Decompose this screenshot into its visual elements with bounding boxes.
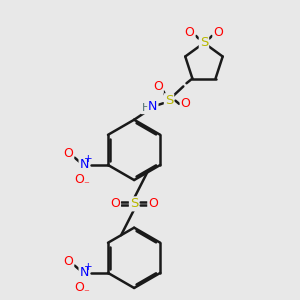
Text: N: N bbox=[148, 100, 158, 113]
Text: H: H bbox=[142, 103, 150, 113]
Text: ⁻: ⁻ bbox=[83, 288, 89, 298]
Text: ⁻: ⁻ bbox=[83, 180, 89, 190]
Text: O: O bbox=[74, 281, 84, 294]
Text: S: S bbox=[130, 197, 138, 210]
Text: +: + bbox=[84, 262, 93, 272]
Text: O: O bbox=[110, 197, 120, 210]
Text: O: O bbox=[181, 98, 190, 110]
Text: O: O bbox=[153, 80, 163, 93]
Text: O: O bbox=[63, 255, 73, 268]
Text: +: + bbox=[84, 154, 93, 164]
Text: S: S bbox=[165, 94, 173, 107]
Text: O: O bbox=[74, 173, 84, 186]
Text: S: S bbox=[200, 36, 208, 50]
Text: N: N bbox=[80, 266, 89, 279]
Text: O: O bbox=[213, 26, 223, 39]
Text: O: O bbox=[63, 147, 73, 161]
Text: O: O bbox=[148, 197, 158, 210]
Text: N: N bbox=[80, 158, 89, 172]
Text: O: O bbox=[185, 26, 195, 39]
